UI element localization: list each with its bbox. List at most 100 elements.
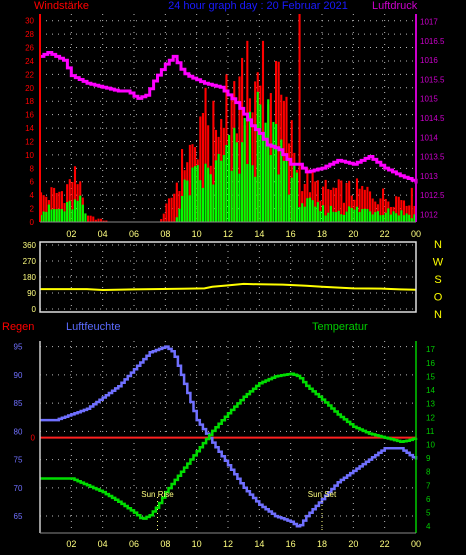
wind-bar bbox=[345, 211, 348, 222]
gust-bar bbox=[160, 219, 163, 222]
pressure-axis-label: Luftdruck bbox=[372, 0, 418, 12]
gust-bar bbox=[188, 144, 191, 222]
gust-bar bbox=[322, 186, 325, 222]
wind-bar bbox=[53, 209, 56, 222]
wind-tick-label: 18 bbox=[25, 97, 34, 106]
wind-bar bbox=[353, 209, 356, 222]
wind-bar bbox=[196, 165, 199, 222]
gust-bar bbox=[408, 205, 411, 222]
gust-bar bbox=[369, 191, 372, 222]
gust-bar bbox=[277, 61, 280, 222]
gust-bar bbox=[342, 202, 345, 222]
wind-bar bbox=[66, 202, 69, 222]
wind-bar bbox=[371, 214, 374, 222]
climate-x-tick-label: 12 bbox=[223, 539, 233, 549]
climate-x-tick-label: 22 bbox=[380, 539, 390, 549]
gust-bar bbox=[89, 215, 92, 222]
wind-bar bbox=[264, 122, 267, 222]
wind-bar bbox=[254, 176, 257, 222]
wind-bar bbox=[397, 215, 400, 222]
wind-bar bbox=[45, 211, 48, 222]
gust-bar bbox=[384, 198, 387, 222]
humidity-tick-label: 70 bbox=[14, 484, 23, 493]
climate-x-tick-label: 00 bbox=[411, 539, 421, 549]
temperature-tick-label: 4 bbox=[426, 522, 431, 531]
direction-frame bbox=[39, 241, 417, 313]
wind-bar bbox=[340, 214, 343, 222]
wind-x-tick-label: 16 bbox=[286, 229, 296, 239]
temperature-tick-label: 6 bbox=[426, 495, 431, 504]
pressure-tick-label: 1012 bbox=[420, 210, 438, 219]
temperature-tick-label: 8 bbox=[426, 468, 431, 477]
gust-bar bbox=[363, 189, 366, 222]
gust-bar bbox=[316, 180, 319, 222]
temperature-tick-label: 11 bbox=[426, 427, 435, 436]
gust-bar bbox=[366, 186, 369, 222]
gust-bar bbox=[314, 181, 317, 222]
gust-bar bbox=[53, 187, 56, 222]
wind-bar bbox=[222, 154, 225, 222]
gust-bar bbox=[306, 167, 309, 222]
wind-bar bbox=[408, 214, 411, 222]
climate-x-tick-label: 08 bbox=[160, 539, 170, 549]
direction-tick-label: 270 bbox=[23, 257, 37, 266]
gust-bar bbox=[379, 198, 382, 222]
wind-bar bbox=[348, 206, 351, 222]
gust-bar bbox=[50, 187, 53, 222]
gust-bar bbox=[87, 215, 90, 222]
wind-bar bbox=[50, 209, 53, 222]
direction-tick-label: 0 bbox=[32, 305, 37, 314]
wind-x-tick-label: 10 bbox=[192, 229, 202, 239]
gust-bar bbox=[340, 180, 343, 222]
gust-bar bbox=[178, 190, 181, 222]
pressure-tick-label: 1017 bbox=[420, 18, 438, 27]
gust-bar bbox=[199, 116, 202, 222]
wind-x-tick-label: 06 bbox=[129, 229, 139, 239]
compass-label: N bbox=[434, 309, 442, 321]
windspeed-axis-label: Windstärke bbox=[34, 0, 89, 12]
wind-bar bbox=[369, 211, 372, 222]
wind-tick-label: 22 bbox=[25, 70, 34, 79]
wind-bar bbox=[214, 160, 218, 222]
wind-bar bbox=[402, 215, 406, 222]
gust-bar bbox=[92, 216, 95, 222]
gust-bar bbox=[311, 171, 314, 222]
climate-x-tick-label: 16 bbox=[286, 539, 296, 549]
gust-bar bbox=[68, 179, 71, 222]
climate-x-tick-label: 18 bbox=[317, 539, 327, 549]
pressure-line bbox=[40, 51, 418, 184]
wind-x-tick-label: 18 bbox=[317, 229, 327, 239]
gust-bar bbox=[288, 143, 291, 222]
wind-bar bbox=[355, 206, 359, 222]
wind-bar bbox=[235, 142, 238, 222]
climate-x-tick-label: 10 bbox=[192, 539, 202, 549]
gust-bar bbox=[175, 182, 178, 222]
gust-bar bbox=[371, 198, 374, 222]
wind-bar bbox=[392, 211, 395, 222]
wind-bar bbox=[269, 155, 272, 222]
compass-label: S bbox=[434, 274, 441, 286]
gust-bar bbox=[261, 40, 265, 222]
wind-bar bbox=[280, 139, 283, 222]
sun-event-label: Sun Rise bbox=[141, 490, 174, 499]
gust-bar bbox=[348, 180, 351, 222]
gust-bar bbox=[335, 187, 338, 222]
direction-tick-label: 180 bbox=[23, 273, 37, 282]
wind-bar bbox=[178, 208, 181, 222]
wind-bar bbox=[335, 212, 338, 222]
gust-bar bbox=[94, 219, 97, 222]
wind-bar bbox=[81, 204, 84, 222]
gust-bar bbox=[100, 218, 103, 222]
pressure-tick-label: 1013 bbox=[420, 172, 438, 181]
wind-x-tick-label: 14 bbox=[254, 229, 264, 239]
wind-bar bbox=[60, 209, 63, 222]
wind-bar bbox=[188, 195, 191, 222]
wind-x-tick-label: 08 bbox=[160, 229, 170, 239]
gust-bar bbox=[173, 193, 176, 222]
gust-bar bbox=[162, 213, 165, 222]
wind-tick-label: 2 bbox=[30, 205, 35, 214]
wind-bar bbox=[47, 204, 50, 222]
gust-bar bbox=[397, 196, 400, 222]
humidity-tick-label: 65 bbox=[14, 512, 23, 521]
gust-bar bbox=[382, 188, 385, 222]
